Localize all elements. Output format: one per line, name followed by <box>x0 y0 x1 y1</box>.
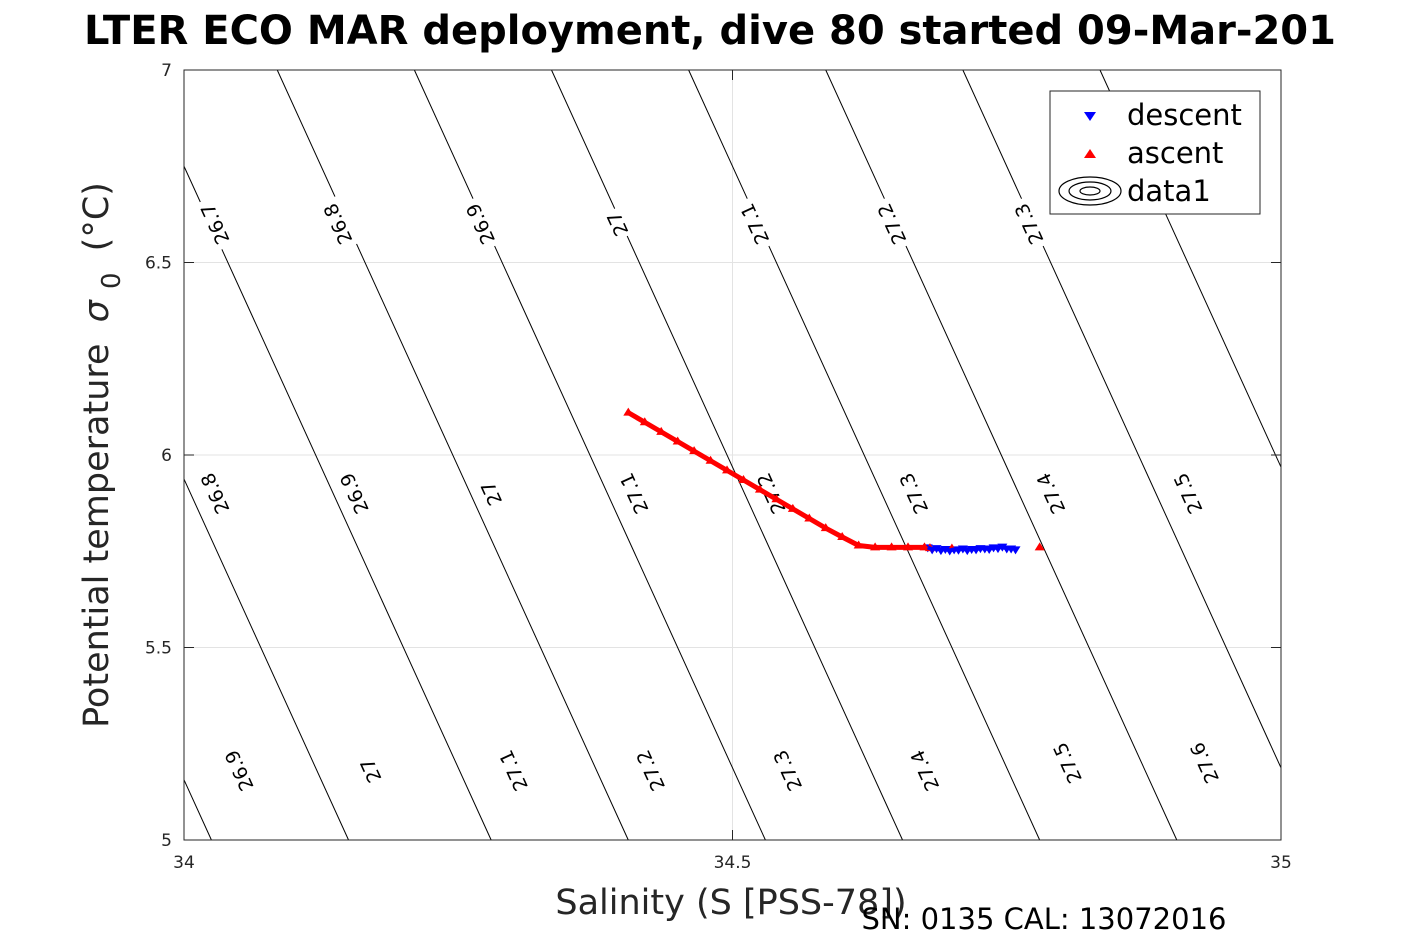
descent-trail <box>926 544 1008 553</box>
contour-line-26.8 <box>183 478 350 841</box>
contour-label-bg <box>459 195 501 253</box>
contour-label-bg <box>316 195 359 253</box>
descent-point-20 <box>1010 546 1021 555</box>
y-tick-label-3: 6.5 <box>145 254 172 274</box>
contour-label-bg <box>193 195 236 253</box>
contour-label-bg <box>612 465 655 522</box>
y-tick-label-4: 7 <box>161 61 172 81</box>
contour-label-bg <box>193 465 236 522</box>
y-axis-label-symbol: σ <box>77 298 117 322</box>
legend-descent-label: descent <box>1127 98 1242 132</box>
y-axis-label-unit: (°C) <box>77 182 117 251</box>
ascent-point-13 <box>837 532 848 541</box>
x-tick-label-1: 34.5 <box>714 853 752 873</box>
grid <box>184 70 1281 840</box>
ascent-point-4 <box>689 446 700 455</box>
contour-label-bg <box>1183 734 1226 792</box>
contour-label-bg <box>1029 465 1072 522</box>
contour-line-27.5 <box>962 69 1282 769</box>
ascent-point-7 <box>738 475 749 484</box>
legend-ascent-label: ascent <box>1127 136 1223 170</box>
ascent-point-2 <box>656 426 667 435</box>
ascent-point-14 <box>853 540 864 549</box>
y-tick-label-2: 6 <box>161 446 172 466</box>
series-ascent <box>623 407 1045 552</box>
contour-line-27.4 <box>825 69 1178 841</box>
contour-label-bg <box>892 465 935 522</box>
ascent-point-17 <box>903 542 914 551</box>
contour-label-bg <box>492 742 534 799</box>
ascent-point-21 <box>1034 542 1045 551</box>
contour-line-27.3 <box>688 69 1041 841</box>
ascent-point-12 <box>820 523 831 532</box>
contour-label-bg <box>1007 195 1050 253</box>
data-series <box>623 407 1045 556</box>
ascent-point-8 <box>754 484 765 493</box>
ascent-point-15 <box>870 542 881 551</box>
ascent-point-3 <box>672 436 683 445</box>
contour-label-bg <box>1046 734 1088 792</box>
y-tick-label-0: 5 <box>161 831 172 851</box>
y-axis-label: Potential temperature σ 0 (°C) <box>77 182 129 728</box>
contour-label-bg <box>218 742 260 799</box>
legend-box <box>1049 90 1261 215</box>
y-axis-label-subscript: 0 <box>97 272 127 289</box>
ascent-point-11 <box>804 513 815 522</box>
chart-title: LTER ECO MAR deployment, dive 80 started… <box>84 8 1336 54</box>
ascent-point-16 <box>886 542 897 551</box>
ascent-point-9 <box>771 494 782 503</box>
ascent-point-5 <box>705 455 716 464</box>
contour-line-27.2 <box>551 69 903 841</box>
contour-label-bg <box>1166 465 1209 522</box>
contour-label-bg <box>733 195 776 253</box>
legend-ascent-marker <box>1084 149 1096 158</box>
y-tick-label-1: 5.5 <box>145 639 172 659</box>
contour-label-bg <box>870 195 913 253</box>
legend-descent-marker <box>1084 112 1096 121</box>
ascent-point-6 <box>722 465 733 474</box>
x-tick-label-0: 34 <box>173 853 195 873</box>
ascent-point-1 <box>639 417 650 426</box>
contour-label-bg <box>766 742 809 799</box>
contour-label-bg <box>903 742 946 799</box>
ascent-point-10 <box>787 503 798 512</box>
contour-label-bg <box>601 205 634 243</box>
footer-serial-cal: SN: 0135 CAL: 13072016 <box>862 902 1227 936</box>
x-axis-label: Salinity (S [PSS-78]) <box>555 883 906 923</box>
svg-text:Potential temperature: Potential temperature σ 0 (°C) <box>77 182 129 728</box>
ascent-point-0 <box>623 407 634 416</box>
contour-label-27.6-0: 27.6 <box>1183 734 1226 792</box>
x-tick-label-2: 35 <box>1270 853 1292 873</box>
contour-line-27.1 <box>413 69 766 841</box>
contour-label-bg <box>474 475 508 512</box>
contour-line-26.7 <box>183 779 212 841</box>
contour-line-26.9 <box>183 166 492 841</box>
legend: descent ascent data1 <box>1049 90 1261 215</box>
ticks: 34 34.5 35 5 5.5 6 6.5 7 <box>145 61 1292 873</box>
contour-label-bg <box>333 465 375 522</box>
legend-data1-label: data1 <box>1127 174 1211 208</box>
contour-label-bg <box>354 752 387 789</box>
legend-data1-marker <box>1058 176 1122 206</box>
contour-label-bg <box>629 742 672 799</box>
y-axis-label-text: Potential temperature <box>77 343 117 727</box>
